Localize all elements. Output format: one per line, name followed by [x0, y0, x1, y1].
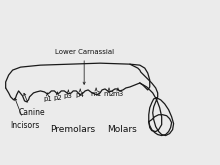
Text: m3: m3: [112, 88, 124, 97]
Text: Premolars: Premolars: [50, 125, 95, 134]
Text: m2: m2: [103, 88, 115, 97]
Text: Lower Carnassial: Lower Carnassial: [55, 49, 114, 84]
Text: Canine: Canine: [18, 93, 45, 117]
Text: p2: p2: [53, 92, 62, 101]
Text: p4: p4: [76, 89, 84, 98]
Text: Incisors: Incisors: [11, 98, 40, 130]
Text: p3: p3: [64, 90, 73, 99]
Text: Molars: Molars: [107, 125, 137, 134]
Text: p1: p1: [43, 93, 52, 102]
Text: m1: m1: [90, 88, 102, 97]
